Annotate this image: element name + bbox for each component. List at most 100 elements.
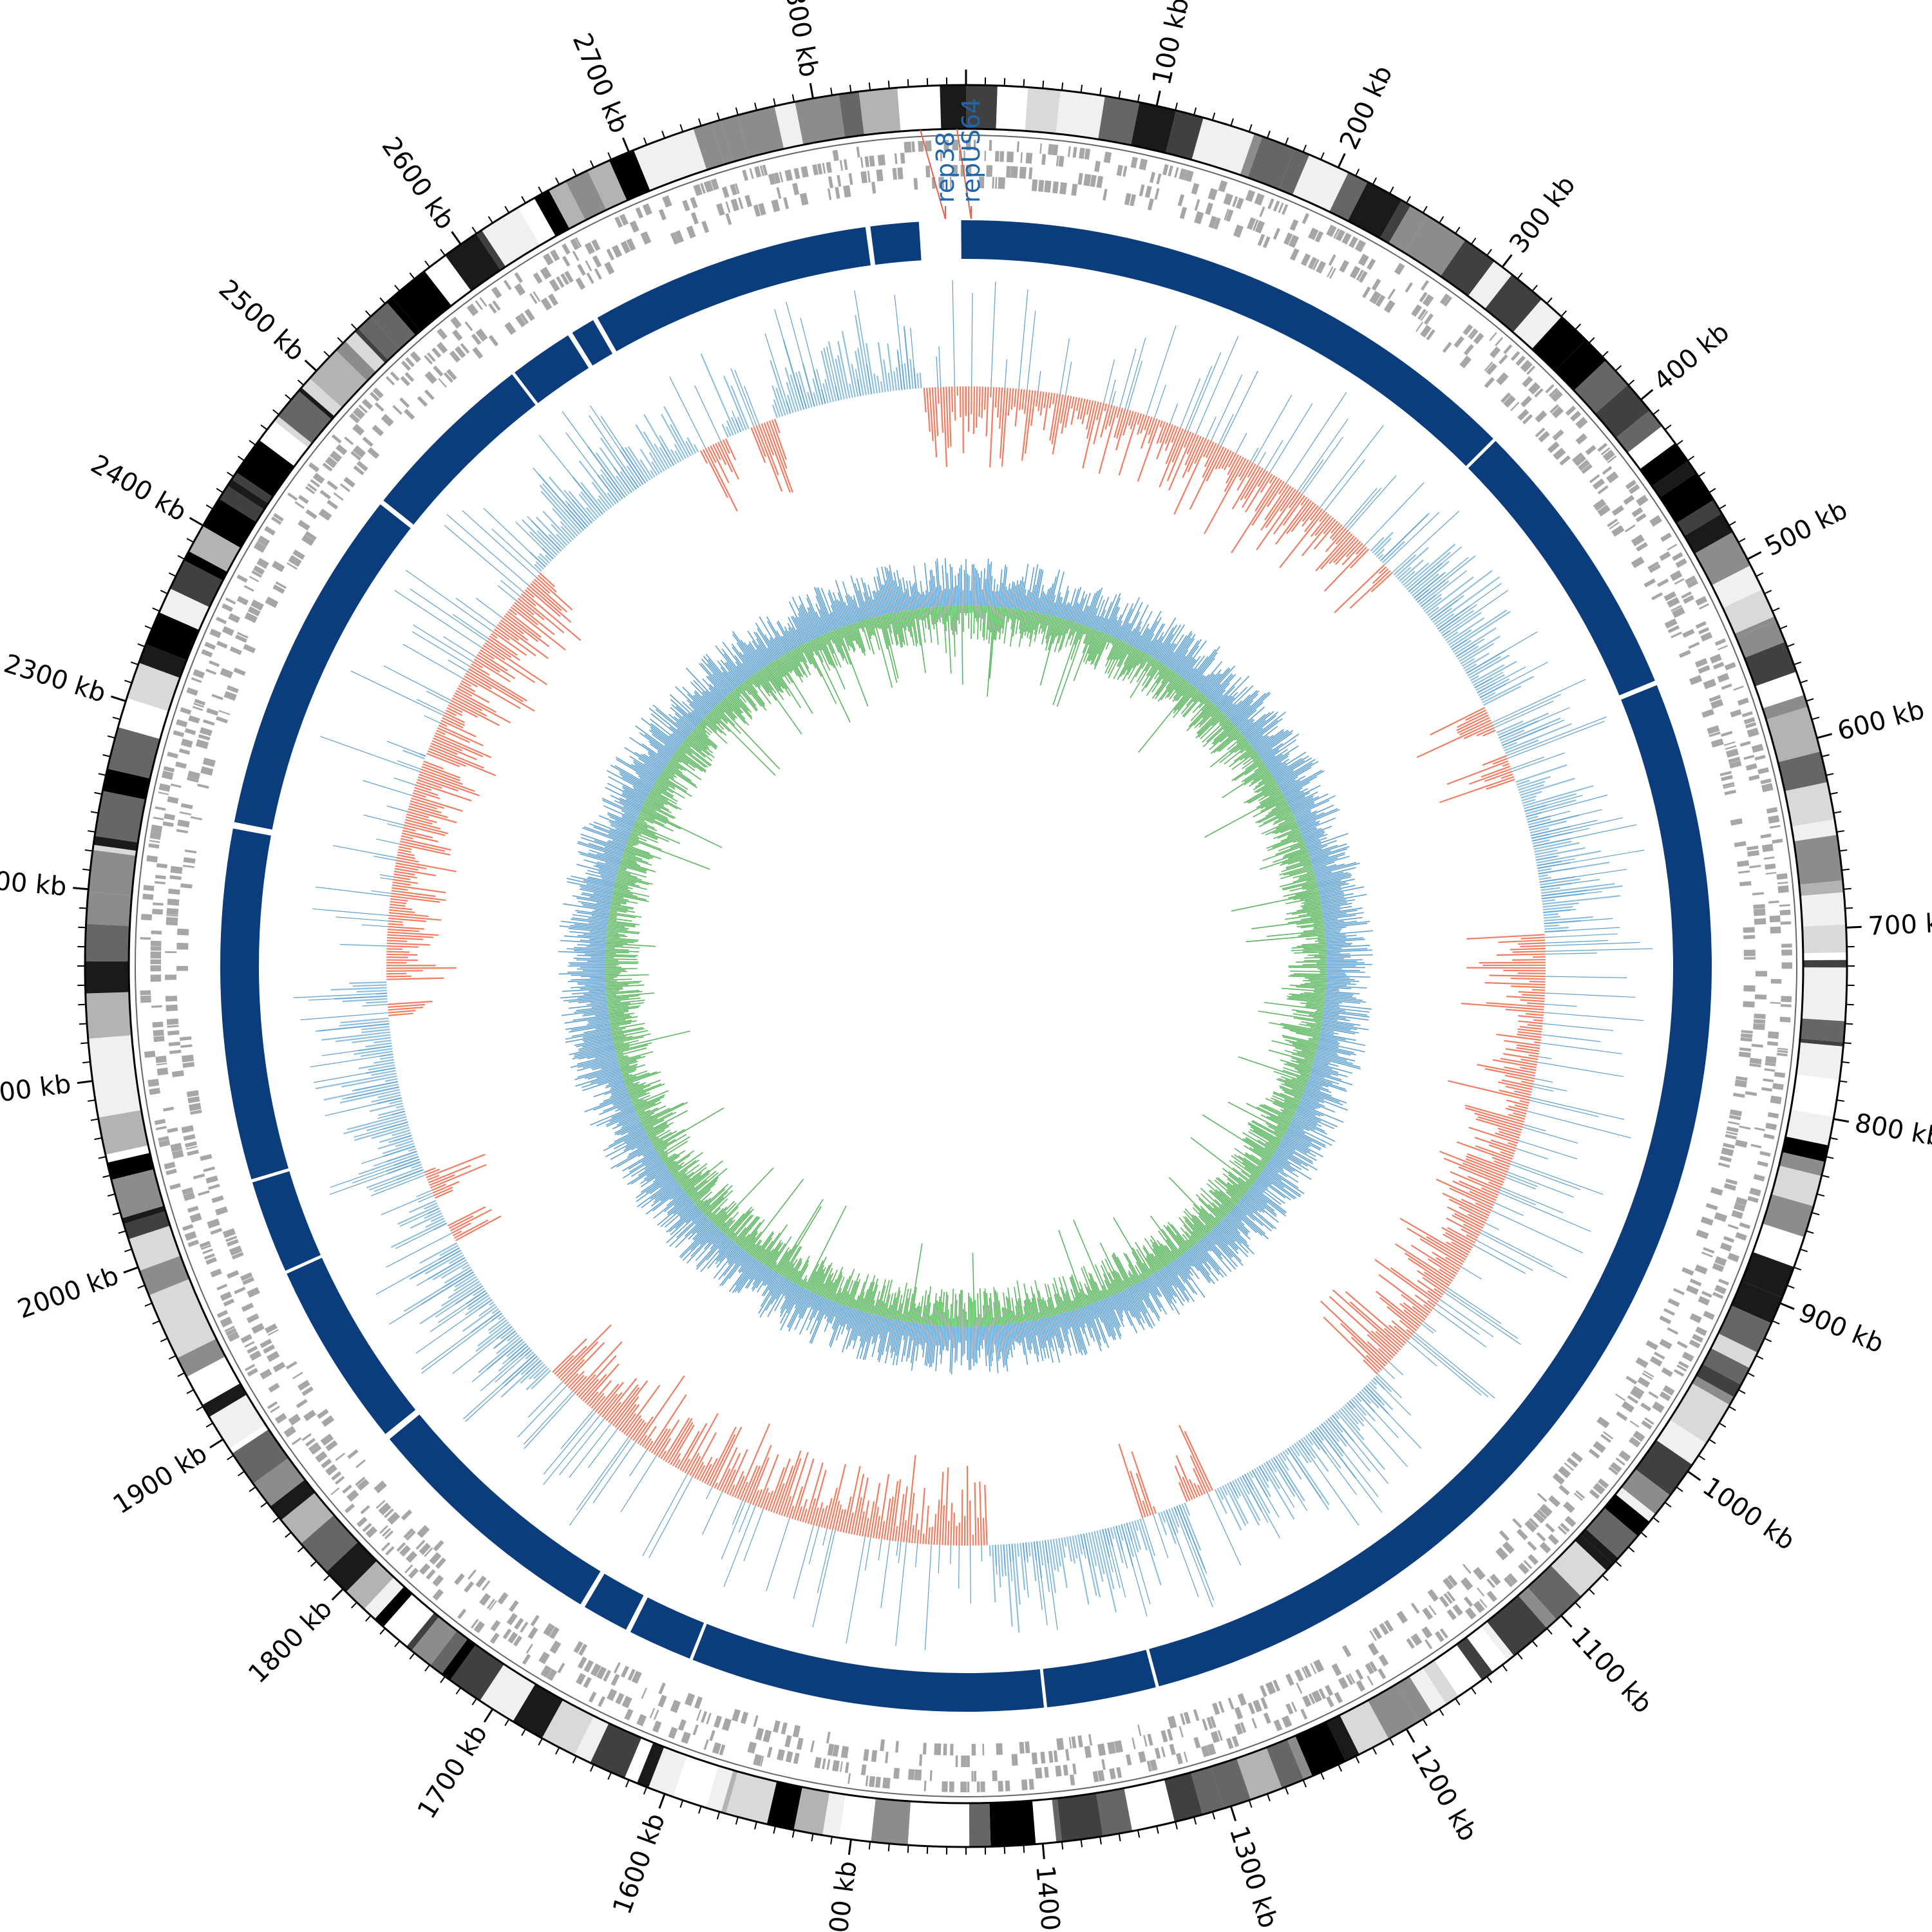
- gc-bar: [1104, 403, 1108, 412]
- skew-bar: [1325, 990, 1360, 995]
- gene-feature: [202, 757, 216, 767]
- skew-bar: [1067, 605, 1073, 621]
- skew-bar: [1259, 732, 1293, 757]
- gc-bar: [1178, 1482, 1188, 1502]
- gc-bar: [430, 1164, 487, 1189]
- gc-bar: [849, 383, 853, 398]
- gene-feature: [897, 167, 904, 180]
- gc-spike: [1242, 1475, 1269, 1523]
- gc-bar: [773, 1482, 785, 1513]
- gene-feature: [343, 477, 355, 488]
- gc-bar: [1278, 482, 1287, 495]
- gene-feature: [1447, 1575, 1458, 1587]
- skew-bar: [1319, 1037, 1338, 1042]
- skew-bar: [1323, 1014, 1347, 1019]
- ideogram-band: [88, 849, 137, 896]
- ideogram-band: [1456, 1637, 1493, 1680]
- skew-bar: [1325, 996, 1363, 1001]
- gene-feature: [1122, 166, 1128, 177]
- ideogram-band: [354, 328, 388, 363]
- gene-feature: [218, 710, 231, 715]
- skew-bar: [1211, 683, 1230, 703]
- skew-bar: [1146, 656, 1151, 663]
- gene-feature: [1255, 220, 1265, 234]
- gc-bar: [524, 589, 535, 598]
- gene-feature: [454, 346, 466, 359]
- gene-feature: [330, 1487, 340, 1495]
- skew-bar: [1299, 873, 1315, 878]
- gc-bar: [826, 1487, 838, 1530]
- gene-feature: [1072, 147, 1077, 158]
- gc-bar: [426, 1153, 486, 1179]
- ideogram-band: [358, 316, 401, 361]
- minor-tick: [196, 1406, 204, 1411]
- gc-spike: [1501, 1187, 1564, 1214]
- gc-bar: [582, 1374, 607, 1402]
- skew-bar: [1307, 910, 1323, 914]
- gene-feature: [1709, 694, 1721, 703]
- skew-bar: [1003, 607, 1009, 644]
- gc-bar: [1517, 972, 1546, 974]
- skew-bar: [1283, 866, 1313, 876]
- ideogram-band: [1803, 960, 1848, 968]
- gene-feature: [871, 182, 876, 194]
- gene-feature: [1526, 365, 1536, 375]
- skew-bar: [1198, 695, 1205, 702]
- skew-bar: [1069, 1277, 1081, 1309]
- gc-bar: [570, 1374, 585, 1390]
- gene-feature: [1772, 838, 1783, 844]
- gc-bar: [799, 1499, 808, 1522]
- skew-bar: [1229, 1160, 1256, 1181]
- gene-feature: [141, 913, 153, 921]
- gene-feature: [1571, 1451, 1583, 1463]
- gc-bar: [462, 1264, 470, 1270]
- gene-feature: [1749, 864, 1761, 869]
- gene-feature: [1016, 141, 1019, 153]
- gc-bar: [925, 1505, 929, 1544]
- gc-bar: [1302, 505, 1319, 527]
- skew-bar: [1296, 961, 1327, 963]
- skew-bar: [1240, 742, 1250, 750]
- gc-bar: [1079, 398, 1086, 420]
- gc-bar: [705, 448, 738, 512]
- gene-feature: [1635, 513, 1647, 522]
- gc-bar: [387, 936, 424, 940]
- gc-bar: [632, 1422, 647, 1441]
- skew-bar: [1268, 803, 1289, 814]
- gc-spike: [375, 1247, 460, 1295]
- gc-spike: [1126, 1522, 1151, 1604]
- skew-bar: [1317, 1046, 1351, 1056]
- gene-feature: [1312, 259, 1320, 270]
- gene-feature: [1211, 1702, 1220, 1716]
- skew-bar: [1293, 875, 1316, 883]
- skew-bar: [1162, 668, 1171, 679]
- gene-feature: [1695, 1326, 1707, 1336]
- gene-feature: [1428, 1605, 1437, 1616]
- gene-feature: [1741, 1030, 1753, 1034]
- gc-bar: [1395, 547, 1429, 578]
- gene-feature: [596, 1666, 607, 1680]
- gc-bar: [1477, 1116, 1522, 1131]
- gene-feature: [570, 238, 580, 251]
- gene-feature: [1776, 1052, 1788, 1057]
- gene-feature: [955, 1755, 958, 1767]
- gene-feature: [1753, 1023, 1765, 1030]
- gene-feature: [1747, 1196, 1759, 1203]
- gene-feature: [822, 1758, 826, 1770]
- gene-feature: [577, 263, 586, 276]
- minor-tick: [868, 1841, 871, 1850]
- minor-tick: [716, 1812, 721, 1820]
- gene-feature: [1757, 1160, 1768, 1168]
- skew-bar: [1323, 1009, 1368, 1016]
- gene-feature: [1765, 871, 1777, 875]
- minor-tick: [589, 1764, 594, 1772]
- skew-bar: [1170, 1250, 1178, 1259]
- gene-feature: [1633, 1385, 1645, 1394]
- gc-spike: [793, 1525, 814, 1599]
- skew-bar: [1170, 1262, 1186, 1283]
- minor-tick: [1615, 365, 1622, 372]
- skew-bar: [1265, 754, 1283, 766]
- skew-bar: [1255, 1180, 1269, 1189]
- skew-bar: [1047, 1306, 1051, 1317]
- gc-bar: [586, 1391, 599, 1405]
